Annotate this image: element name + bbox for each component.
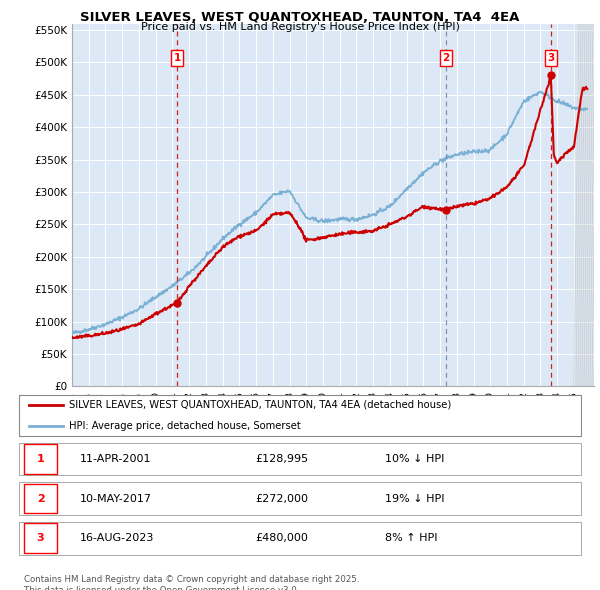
Text: SILVER LEAVES, WEST QUANTOXHEAD, TAUNTON, TA4 4EA (detached house): SILVER LEAVES, WEST QUANTOXHEAD, TAUNTON… <box>69 399 451 409</box>
Bar <box>23 444 58 474</box>
Text: 10-MAY-2017: 10-MAY-2017 <box>80 494 152 503</box>
Text: Contains HM Land Registry data © Crown copyright and database right 2025.
This d: Contains HM Land Registry data © Crown c… <box>24 575 359 590</box>
Text: £480,000: £480,000 <box>255 533 308 543</box>
Text: 10% ↓ HPI: 10% ↓ HPI <box>385 454 444 464</box>
Text: 3: 3 <box>37 533 44 543</box>
Text: 19% ↓ HPI: 19% ↓ HPI <box>385 494 444 503</box>
Bar <box>23 484 58 513</box>
Text: £128,995: £128,995 <box>255 454 308 464</box>
Text: 1: 1 <box>173 53 181 63</box>
Text: £272,000: £272,000 <box>255 494 308 503</box>
Text: 3: 3 <box>547 53 554 63</box>
Bar <box>23 523 58 553</box>
Text: Price paid vs. HM Land Registry's House Price Index (HPI): Price paid vs. HM Land Registry's House … <box>140 22 460 32</box>
Text: 8% ↑ HPI: 8% ↑ HPI <box>385 533 437 543</box>
Text: 16-AUG-2023: 16-AUG-2023 <box>80 533 154 543</box>
Text: 1: 1 <box>37 454 44 464</box>
Text: 11-APR-2001: 11-APR-2001 <box>80 454 152 464</box>
Text: 2: 2 <box>442 53 450 63</box>
Bar <box>574 24 594 386</box>
Text: SILVER LEAVES, WEST QUANTOXHEAD, TAUNTON, TA4  4EA: SILVER LEAVES, WEST QUANTOXHEAD, TAUNTON… <box>80 11 520 24</box>
Text: 2: 2 <box>37 494 44 503</box>
Text: HPI: Average price, detached house, Somerset: HPI: Average price, detached house, Some… <box>69 421 301 431</box>
